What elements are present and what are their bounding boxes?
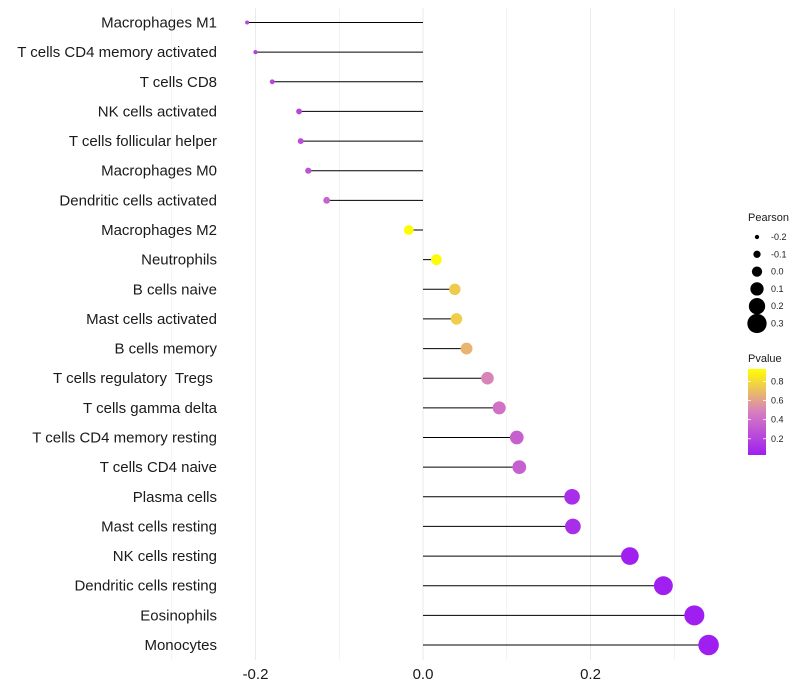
category-label: T cells CD4 memory resting xyxy=(32,430,217,447)
data-point xyxy=(512,460,527,475)
category-label: Macrophages M0 xyxy=(101,163,217,180)
category-label: T cells CD4 memory activated xyxy=(17,44,217,61)
category-label: B cells naive xyxy=(133,281,217,298)
data-point xyxy=(403,225,414,235)
data-point xyxy=(305,167,312,174)
size-legend-dot xyxy=(750,282,764,296)
color-legend-label: 0.4 xyxy=(771,415,784,425)
category-label: Dendritic cells resting xyxy=(74,578,217,595)
pearson-size-legend: Pearson -0.2 -0.1 0.0 0.1 0.2 0.3 xyxy=(747,212,789,334)
category-label: T cells follicular helper xyxy=(69,133,217,150)
size-legend-dot xyxy=(754,234,760,240)
category-label: T cells regulatory Tregs xyxy=(53,370,217,387)
size-legend-label: -0.1 xyxy=(771,249,787,259)
data-point xyxy=(564,488,580,505)
data-point xyxy=(323,196,331,204)
data-point xyxy=(253,49,258,55)
data-point xyxy=(565,518,581,535)
data-point xyxy=(297,138,304,145)
size-legend-dot xyxy=(753,250,761,258)
pvalue-colorbar xyxy=(748,369,766,455)
data-point xyxy=(431,254,442,266)
data-point xyxy=(449,283,461,296)
data-point xyxy=(492,401,506,415)
category-label: T cells gamma delta xyxy=(83,400,218,417)
category-labels: Macrophages M1 T cells CD4 memory activat… xyxy=(17,15,217,655)
category-label: Neutrophils xyxy=(141,252,217,269)
size-legend-label: 0.1 xyxy=(771,284,784,294)
category-label: T cells CD4 naive xyxy=(100,459,217,476)
size-legend-dot xyxy=(747,313,767,334)
x-tick-label: -0.2 xyxy=(243,666,269,683)
size-legend-dot xyxy=(748,298,766,315)
lollipop-points xyxy=(245,20,719,656)
category-label: Mast cells resting xyxy=(101,518,217,535)
data-point xyxy=(509,430,524,445)
data-point xyxy=(450,313,463,325)
color-legend-label: 0.6 xyxy=(771,396,784,406)
data-point xyxy=(684,605,705,626)
pvalue-color-legend: Pvalue 0.8 0.6 0.4 0.2 xyxy=(748,353,784,455)
lollipop-stems xyxy=(247,22,709,646)
data-point xyxy=(245,20,250,25)
size-legend-label: 0.2 xyxy=(771,301,784,311)
category-label: Dendritic cells activated xyxy=(59,192,217,209)
size-legend-label: 0.3 xyxy=(771,319,784,329)
grid-lines xyxy=(171,8,675,660)
category-label: Eosinophils xyxy=(140,607,217,624)
x-tick-label: 0.2 xyxy=(580,666,601,683)
data-point xyxy=(481,371,494,385)
data-point xyxy=(460,342,473,355)
color-legend-label: 0.8 xyxy=(771,376,784,386)
data-point xyxy=(621,547,639,565)
size-legend-label: 0.0 xyxy=(771,267,784,277)
category-label: Plasma cells xyxy=(133,489,217,506)
x-tick-label: 0.0 xyxy=(413,666,434,683)
category-label: NK cells resting xyxy=(113,548,217,565)
category-label: Mast cells activated xyxy=(86,311,217,328)
category-label: NK cells activated xyxy=(98,103,217,120)
category-label: Macrophages M1 xyxy=(101,15,217,32)
category-label: T cells CD8 xyxy=(140,74,217,91)
size-legend-label: -0.2 xyxy=(771,232,787,242)
data-point xyxy=(269,79,275,85)
size-legend-dot xyxy=(751,266,763,277)
category-label: Macrophages M2 xyxy=(101,222,217,239)
category-label: B cells memory xyxy=(114,341,217,358)
color-legend-label: 0.2 xyxy=(771,434,784,444)
x-axis-ticks: -0.2 0.0 0.2 xyxy=(243,666,601,683)
data-point xyxy=(296,108,302,115)
data-point xyxy=(653,576,673,596)
size-legend-title: Pearson xyxy=(748,212,789,224)
category-label: Monocytes xyxy=(144,637,217,654)
color-legend-title: Pvalue xyxy=(748,353,782,365)
data-point xyxy=(698,634,719,656)
